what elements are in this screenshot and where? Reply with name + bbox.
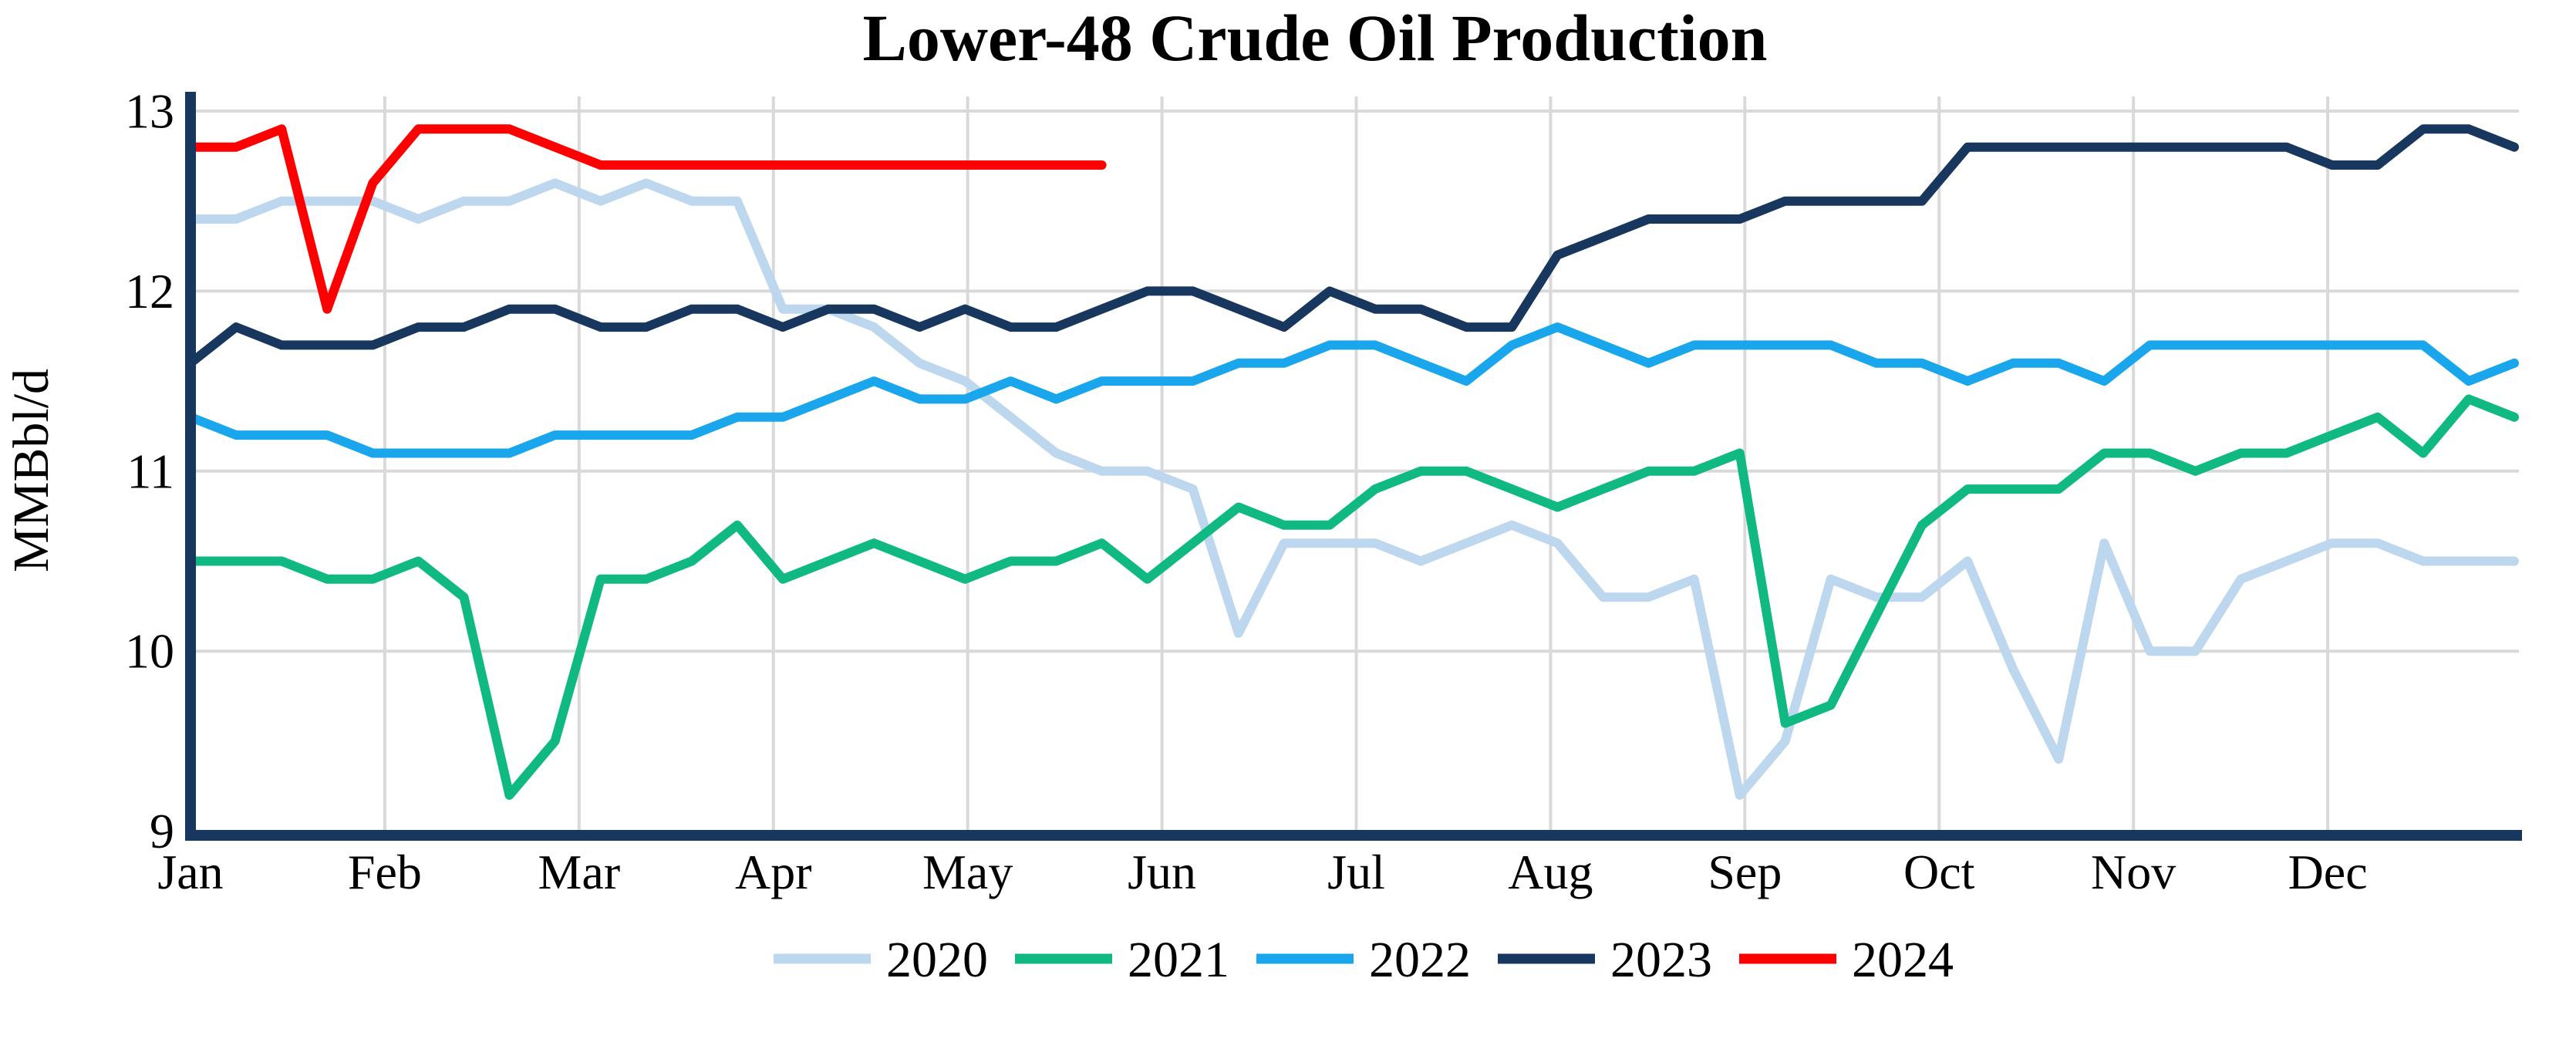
y-axis-label: MMBbl/d [3,369,59,572]
x-tick-label-Jul: Jul [1327,845,1385,899]
x-tick-label-Dec: Dec [2288,845,2368,899]
y-tick-label-11: 11 [126,444,174,498]
x-tick-label-Jun: Jun [1128,845,1196,899]
x-tick-label-Feb: Feb [348,845,422,899]
y-axis-tick-labels: 9 10 11 12 13 [125,84,174,859]
legend-label-2020: 2020 [886,932,988,988]
series-line-2022 [186,322,2519,458]
x-axis-tick-labels: Jan Feb Mar Apr May Jun Jul Aug Sep Oct Nov Dec [157,845,2367,899]
x-tick-label-Apr: Apr [735,845,812,899]
x-tick-label-Aug: Aug [1508,845,1593,899]
legend-entry-2021: 2021 [1015,932,1229,988]
legend-label-2022: 2022 [1369,932,1471,988]
legend-label-2021: 2021 [1128,932,1229,988]
x-tick-label-Mar: Mar [538,845,621,899]
x-tick-label-May: May [922,845,1013,899]
x-tick-label-Nov: Nov [2091,845,2176,899]
axes [185,92,2522,841]
legend-entry-2024: 2024 [1739,932,1954,988]
series-line-2024 [186,124,1107,314]
series-lines [186,124,2519,800]
legend-entry-2020: 2020 [774,932,988,988]
series-line-2023 [186,124,2519,368]
legend-entry-2022: 2022 [1256,932,1471,988]
legend: 2020 2021 2022 2023 2024 [774,932,1954,988]
x-tick-label-Oct: Oct [1903,845,1975,899]
series-line-2020 [186,178,2519,800]
y-tick-label-10: 10 [125,624,174,679]
legend-label-2024: 2024 [1852,932,1954,988]
axis-lines [185,92,2522,841]
y-tick-label-9: 9 [150,804,174,858]
y-tick-label-12: 12 [125,264,174,319]
x-tick-label-Sep: Sep [1708,845,1782,899]
legend-entry-2023: 2023 [1498,932,1712,988]
chart-title: Lower-48 Crude Oil Production [863,1,1768,75]
y-tick-label-13: 13 [125,84,174,139]
x-tick-label-Jan: Jan [157,845,223,899]
legend-label-2023: 2023 [1610,932,1712,988]
series-line-2021 [186,394,2519,800]
